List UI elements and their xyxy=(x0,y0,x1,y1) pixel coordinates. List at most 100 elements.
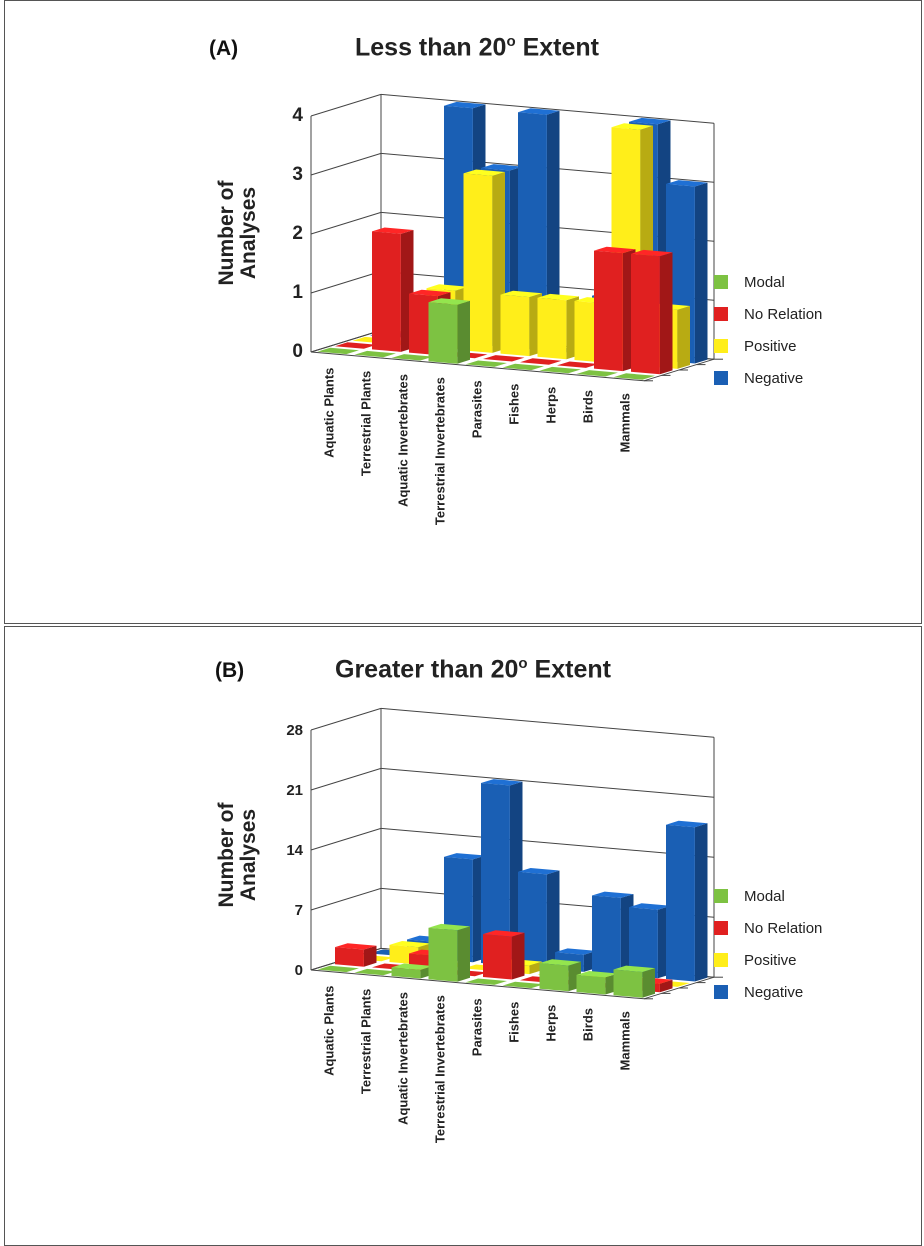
bar-modal xyxy=(428,923,470,982)
bar-top xyxy=(592,891,634,898)
legend-label: Negative xyxy=(744,984,803,1001)
bar-negative xyxy=(518,108,560,351)
bar-top xyxy=(518,868,560,875)
gridline xyxy=(310,887,382,911)
title-main: Greater than 20 xyxy=(335,655,519,684)
bar-front xyxy=(592,895,621,976)
gridline xyxy=(310,767,382,791)
bar-top xyxy=(463,169,505,176)
bar-front xyxy=(428,302,458,364)
y-tick-label: 3 xyxy=(292,164,303,185)
category-label: Aquatic Plants xyxy=(322,986,337,1076)
bar-front xyxy=(613,969,643,998)
bar-negative xyxy=(518,868,560,969)
bar-top xyxy=(518,108,560,115)
bar-top xyxy=(611,123,653,130)
legend-label: Negative xyxy=(744,370,803,387)
bar-front xyxy=(500,294,530,357)
bar-front xyxy=(372,231,401,352)
gridline xyxy=(380,93,715,124)
bar-top xyxy=(481,164,523,171)
y-axis-title-line2: Analyses xyxy=(237,809,260,901)
bar-top xyxy=(500,290,542,298)
bar-top xyxy=(539,959,581,966)
bar-top xyxy=(631,249,673,257)
category-label: Mammals xyxy=(618,1011,633,1070)
y-axis-title-line2: Analyses xyxy=(237,187,260,279)
bar-modal xyxy=(539,959,581,992)
bar-zero-modal xyxy=(465,360,507,367)
bar-zero-no-relation xyxy=(483,355,525,362)
y-tick-label: 7 xyxy=(295,902,303,919)
bar-top xyxy=(335,943,377,950)
bar-positive xyxy=(537,293,579,360)
legend-swatch xyxy=(714,307,728,321)
y-tick-label: 4 xyxy=(292,105,303,126)
bar-zero-modal xyxy=(539,366,581,374)
bar-top xyxy=(372,227,414,234)
legend-swatch xyxy=(714,921,728,935)
category-label: Terrestrial Invertebrates xyxy=(433,995,448,1143)
category-label: Birds xyxy=(581,390,596,423)
legend-swatch xyxy=(714,339,728,353)
bar-negative xyxy=(666,820,708,982)
bar-zero-modal xyxy=(391,354,433,361)
gridline xyxy=(380,767,715,798)
bar-zero-modal xyxy=(317,965,359,973)
bar-top xyxy=(666,820,708,828)
gridline xyxy=(380,827,715,858)
bar-top xyxy=(555,948,597,955)
bar-front xyxy=(537,297,567,360)
y-tick-label: 14 xyxy=(286,842,303,859)
bar-side xyxy=(363,945,377,967)
legend-label: Modal xyxy=(744,888,785,905)
y-axis-title-line1: Number of xyxy=(215,179,238,285)
bar-top xyxy=(576,971,618,978)
chart-title: Greater than 20o Extent xyxy=(335,655,611,684)
panel-label: (A) xyxy=(209,37,239,60)
bar-side xyxy=(694,823,708,982)
bar-side xyxy=(529,961,542,975)
bar-zero-modal xyxy=(465,978,507,985)
bar-side xyxy=(659,252,673,375)
gridline xyxy=(310,827,382,851)
category-label: Birds xyxy=(581,1008,596,1041)
bar-side xyxy=(694,182,708,364)
y-tick-label: 2 xyxy=(292,223,303,244)
bar-zero-modal xyxy=(576,370,618,377)
bar-top xyxy=(629,117,671,125)
gridline xyxy=(310,93,382,117)
bar-front xyxy=(666,824,695,982)
legend-swatch xyxy=(714,953,728,967)
category-label: Aquatic Invertebrates xyxy=(396,374,411,507)
bar-side xyxy=(642,968,655,998)
category-label: Parasites xyxy=(470,380,485,438)
category-label: Fishes xyxy=(507,384,522,425)
legend-swatch xyxy=(714,371,728,385)
bar-no-relation xyxy=(631,249,673,375)
bar-front xyxy=(428,927,458,982)
gridline xyxy=(380,707,715,738)
bar-side xyxy=(457,926,470,982)
y-tick-label: 0 xyxy=(292,341,303,362)
bar-zero-modal xyxy=(613,373,655,380)
legend-label: No Relation xyxy=(744,920,822,937)
legend-label: Modal xyxy=(744,274,785,291)
y-tick-label: 21 xyxy=(286,782,303,799)
bar-front xyxy=(481,783,510,966)
bar-positive xyxy=(463,169,505,353)
bar-no-relation xyxy=(372,227,414,352)
bar-front xyxy=(631,253,660,375)
legend-swatch xyxy=(714,985,728,999)
bar-side xyxy=(511,932,525,980)
bar-top xyxy=(391,963,433,970)
bar-top xyxy=(428,923,470,931)
y-tick-label: 0 xyxy=(295,962,303,979)
legend-swatch xyxy=(714,889,728,903)
category-label: Herps xyxy=(544,387,559,424)
bar-side xyxy=(659,979,673,993)
bar-zero-modal xyxy=(317,347,359,355)
title-main: Less than 20 xyxy=(355,33,507,62)
bar-zero-modal xyxy=(502,363,544,371)
bar-side xyxy=(677,306,690,369)
